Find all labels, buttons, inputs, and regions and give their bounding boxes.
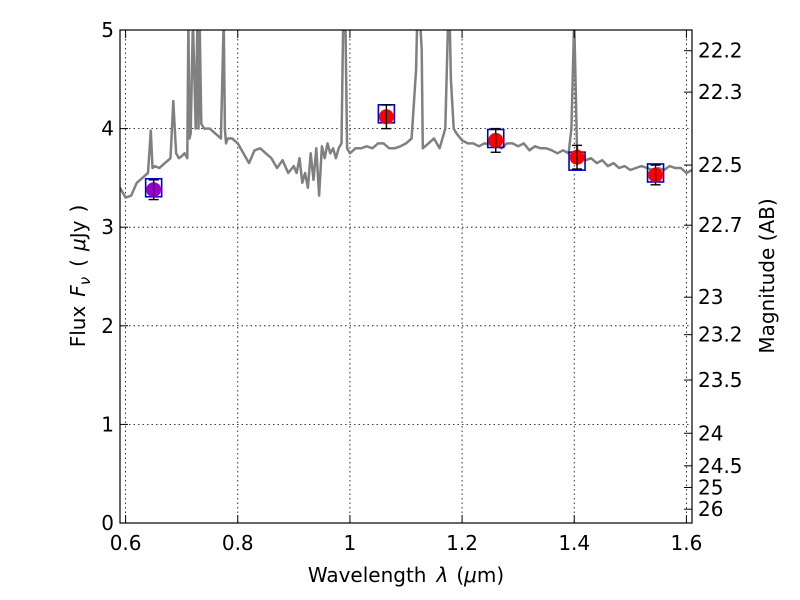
y2-tick-label: 22.3 <box>698 80 743 104</box>
x-axis-label: Wavelength λ (μm) <box>308 563 504 587</box>
y-axis-label-subscript: ν <box>76 277 94 285</box>
y-tick-label: 2 <box>101 314 114 338</box>
y2-tick-label: 23.5 <box>698 368 743 392</box>
y2-tick-label: 22.7 <box>698 213 743 237</box>
y-axis-label-word: Flux <box>66 306 90 348</box>
x-axis-label-unit-rest: m) <box>477 563 504 587</box>
plot-background <box>120 30 692 523</box>
spectrum-line <box>120 30 692 199</box>
spectrum-layer <box>120 30 692 199</box>
x-tick-label: 1.4 <box>558 531 590 555</box>
x-tick-label: 1.2 <box>446 531 478 555</box>
y2-tick-label: 24.5 <box>698 454 743 478</box>
tick-layer: 0.6 0.8 1 1.2 1.4 1.601234522.222.322.522.723… <box>101 18 742 555</box>
x-axis-label-word: Wavelength <box>308 563 427 587</box>
y2-tick-label: 25 <box>698 476 723 500</box>
y-axis-label-unit-rest: Jy <box>66 220 90 240</box>
y2-tick-label: 26 <box>698 497 723 521</box>
x-axis-label-unit-mu: μ <box>463 563 477 587</box>
y2-tick-label: 22.2 <box>698 39 743 63</box>
y2-tick-label: 23 <box>698 285 723 309</box>
y2-tick-label: 23.2 <box>698 323 743 347</box>
y-tick-label: 1 <box>101 412 114 436</box>
x-tick-label: 1 <box>344 531 357 555</box>
y-axis-label-unit-mu: μ <box>66 238 90 252</box>
x-tick-label: 0.8 <box>222 531 254 555</box>
plot-frame <box>119 29 693 524</box>
y-tick-label: 3 <box>101 215 114 239</box>
y-tick-label: 5 <box>101 18 114 42</box>
y2-tick-label: 24 <box>698 421 723 445</box>
y-tick-label: 4 <box>101 117 114 141</box>
y-axis-label-close: ) <box>66 205 90 213</box>
y2-tick-label: 22.5 <box>698 153 743 177</box>
x-axis-label-open: ( <box>456 563 464 587</box>
marker-layer <box>144 104 665 201</box>
y-axis-label: Flux Fν ( μJy) <box>66 205 94 348</box>
x-axis-label-symbol: λ <box>435 563 448 587</box>
x-tick-label: 1.6 <box>670 531 702 555</box>
y2-axis-label: Magnitude (AB) <box>755 198 779 353</box>
y-tick-label: 0 <box>101 511 114 535</box>
y-axis-label-symbol: F <box>66 285 90 297</box>
y-axis-label-open: ( <box>66 259 90 267</box>
x-tick-label: 0.6 <box>110 531 142 555</box>
